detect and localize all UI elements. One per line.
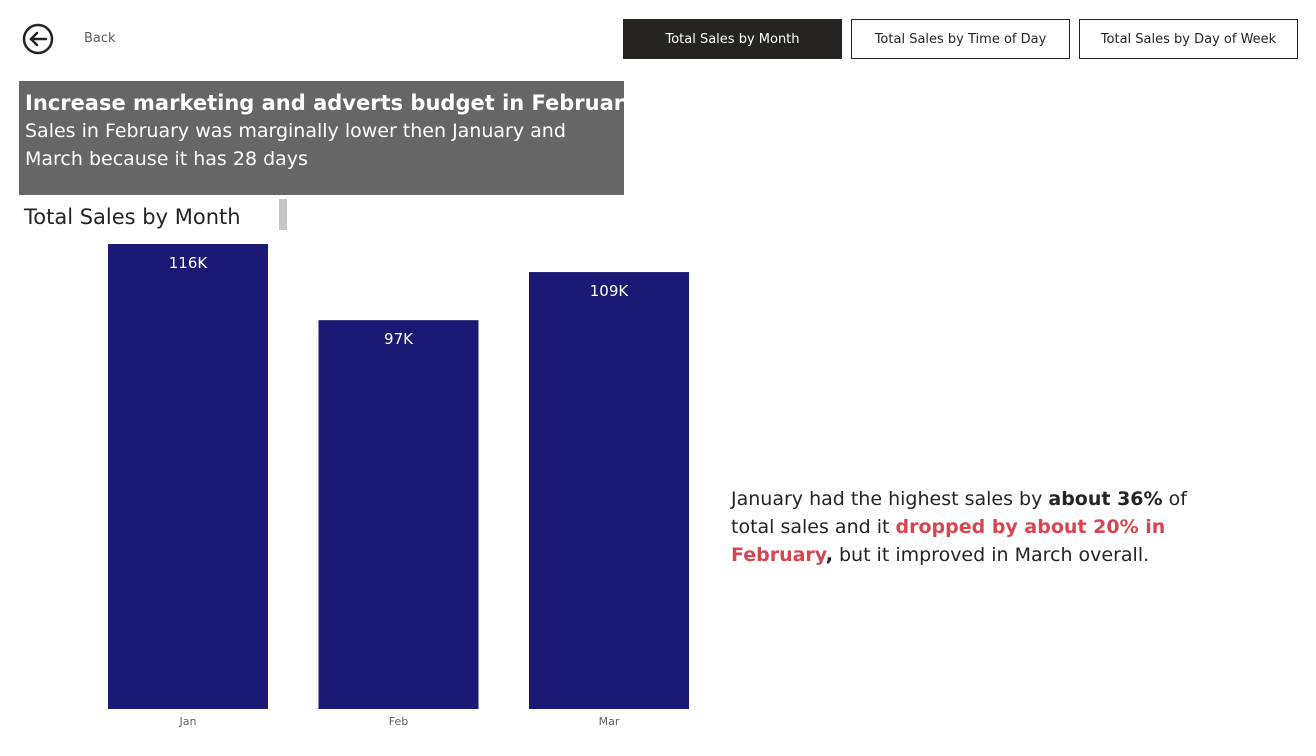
visual-resize-handle[interactable]: [279, 199, 287, 230]
commentary-text-3: but it improved in March overall.: [832, 544, 1150, 566]
bar-mar[interactable]: [529, 272, 689, 709]
back-arrow-icon[interactable]: [22, 23, 54, 55]
total-sales-by-month-button[interactable]: Total Sales by Month: [623, 19, 842, 59]
total-sales-by-month-chart: 116K Jan 97K Feb 109K Mar: [108, 244, 689, 728]
commentary-comma: ,: [825, 544, 833, 566]
back-button[interactable]: Back: [84, 31, 116, 46]
insight-callout: Increase marketing and adverts budget in…: [19, 81, 638, 195]
x-tick-label-jan: Jan: [179, 715, 197, 728]
data-label-feb: 97K: [384, 330, 414, 348]
commentary-highlight-drop: dropped by about 20% in February: [731, 516, 1166, 566]
bar-jan[interactable]: [108, 244, 268, 709]
chart-title: Total Sales by Month: [24, 205, 241, 229]
x-tick-label-feb: Feb: [389, 715, 408, 728]
commentary-text-2: of total sales and it: [731, 488, 1187, 538]
callout-title: Increase marketing and adverts budget in…: [25, 91, 638, 115]
total-sales-by-time-of-day-button[interactable]: Total Sales by Time of Day: [851, 19, 1070, 59]
commentary-text-1: January had the highest sales by: [731, 488, 1049, 510]
chart-commentary: January had the highest sales by about 3…: [731, 485, 1201, 569]
data-label-jan: 116K: [169, 254, 209, 272]
bar-feb[interactable]: [318, 320, 479, 709]
commentary-highlight-share: about 36%: [1048, 488, 1163, 510]
total-sales-by-day-of-week-button[interactable]: Total Sales by Day of Week: [1079, 19, 1298, 59]
data-label-mar: 109K: [590, 282, 630, 300]
callout-body: Sales in February was marginally lower t…: [25, 120, 566, 170]
x-tick-label-mar: Mar: [599, 715, 620, 728]
